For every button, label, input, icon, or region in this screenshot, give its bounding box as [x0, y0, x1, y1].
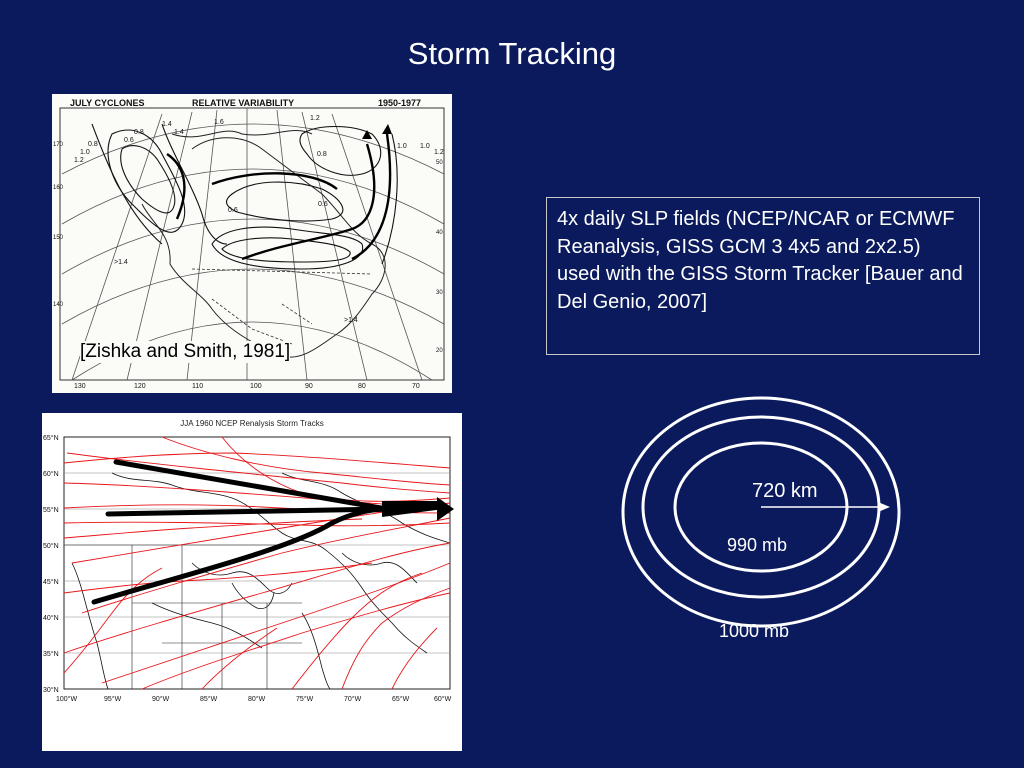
- map2-lon-label: 100°W: [56, 695, 77, 703]
- map1-contour-label: 0.6: [228, 207, 238, 214]
- map2-lat-label: 55°N: [43, 506, 59, 514]
- map1-caption: [Zishka and Smith, 1981]: [80, 341, 291, 363]
- map2-lon-label: 90°W: [152, 695, 170, 703]
- radius-label: 720 km: [752, 480, 818, 502]
- info-box: 4x daily SLP fields (NCEP/NCAR or ECMWF …: [546, 197, 980, 355]
- map2-lat-label: 45°N: [43, 578, 59, 586]
- map1-lat-label-left: 160: [53, 185, 64, 191]
- map2-lat-label: 30°N: [43, 686, 59, 694]
- map1-lat-label-left: 170: [53, 142, 64, 148]
- map2-lon-label: 60°W: [434, 695, 452, 703]
- map1-contour-label: 0.6: [124, 137, 134, 144]
- map1-contour-label: 1.2: [434, 149, 444, 156]
- map1-lon-label: 80: [358, 383, 366, 390]
- map1-contour-label: 1.2: [74, 157, 84, 164]
- map2-lon-label: 75°W: [296, 695, 314, 703]
- map1-lat-label-left: 140: [53, 302, 64, 308]
- map1-contour-label: >1.4: [114, 259, 128, 266]
- map2-lat-label: 40°N: [43, 614, 59, 622]
- map2-lon-label: 95°W: [104, 695, 122, 703]
- map1-lat-label-right: 50: [436, 160, 443, 166]
- map1-lat-label-right: 30: [436, 290, 443, 296]
- slide-title: Storm Tracking: [407, 36, 617, 71]
- map1-contour-label: 0.8: [88, 141, 98, 148]
- map1-contour-label: 0.8: [317, 151, 327, 158]
- map1-contour-label: 0.8: [134, 129, 144, 136]
- isobar-diagram: [621, 396, 901, 628]
- outer-isobar: [621, 396, 901, 628]
- map1-header-left: JULY CYCLONES: [70, 98, 145, 108]
- map1-lon-label: 130: [74, 383, 86, 390]
- map1-contour-label: 1.2: [310, 115, 320, 122]
- map1-header-right: 1950-1977: [378, 98, 421, 108]
- map1-lat-label-right: 40: [436, 230, 443, 236]
- map2-lon-label: 85°W: [200, 695, 218, 703]
- map1-lon-label: 100: [250, 383, 262, 390]
- map1-lon-label: 70: [412, 383, 420, 390]
- inner-pressure-label: 990 mb: [727, 535, 788, 555]
- map2-lat-label: 60°N: [43, 470, 59, 478]
- storm-tracks-map-drawing: JJA 1960 NCEP Renalysis Storm Tracks: [43, 419, 454, 703]
- map1-contour-label: 1.6: [214, 119, 224, 126]
- map1-lat-label-left: 150: [53, 235, 64, 241]
- map2-lat-label: 50°N: [43, 542, 59, 550]
- map2-lon-label: 80°W: [248, 695, 266, 703]
- map2-lat-label: 35°N: [43, 650, 59, 658]
- radius-arrowhead: [878, 502, 890, 512]
- map2-lon-label: 70°W: [344, 695, 362, 703]
- map2-lat-label: 65°N: [43, 434, 59, 442]
- map1-header-center: RELATIVE VARIABILITY: [192, 98, 294, 108]
- map1-contour-label: 1.4: [162, 121, 172, 128]
- storm-tracks-map: JJA 1960 NCEP Renalysis Storm Tracks: [42, 413, 462, 751]
- map1-contour-label: 1.0: [80, 149, 90, 156]
- outer-pressure-label: 1000 mb: [719, 621, 790, 641]
- map1-lon-label: 90: [305, 383, 313, 390]
- map1-lon-label: 120: [134, 383, 146, 390]
- map1-contour-label: 0.6: [318, 201, 328, 208]
- map2-title: JJA 1960 NCEP Renalysis Storm Tracks: [180, 419, 323, 428]
- cyclone-variability-map-drawing: JULY CYCLONES RELATIVE VARIABILITY 1950-…: [53, 98, 445, 390]
- map1-lat-label-right: 20: [436, 348, 443, 354]
- cyclone-variability-map: JULY CYCLONES RELATIVE VARIABILITY 1950-…: [52, 94, 452, 393]
- map1-lon-label: 110: [192, 383, 203, 390]
- map1-contour-label: 1.0: [420, 143, 430, 150]
- map1-contour-label: 1.0: [397, 143, 407, 150]
- map2-lon-label: 65°W: [392, 695, 410, 703]
- map1-contour-label: 1.4: [174, 129, 184, 136]
- map1-contour-label: >1.4: [344, 317, 358, 324]
